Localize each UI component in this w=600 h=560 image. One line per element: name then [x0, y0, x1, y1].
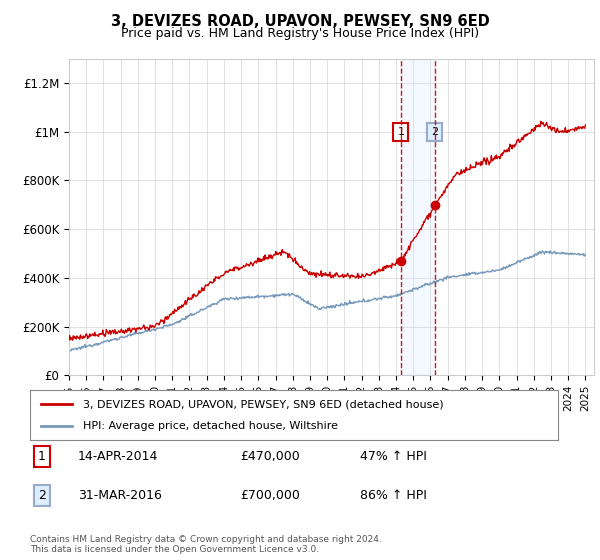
Text: 3, DEVIZES ROAD, UPAVON, PEWSEY, SN9 6ED (detached house): 3, DEVIZES ROAD, UPAVON, PEWSEY, SN9 6ED…	[83, 399, 443, 409]
Text: £470,000: £470,000	[240, 450, 300, 463]
Text: 1: 1	[38, 450, 46, 463]
Bar	[401, 59, 435, 375]
Text: £700,000: £700,000	[240, 489, 300, 502]
Text: 3, DEVIZES ROAD, UPAVON, PEWSEY, SN9 6ED: 3, DEVIZES ROAD, UPAVON, PEWSEY, SN9 6ED	[110, 14, 490, 29]
Text: 47% ↑ HPI: 47% ↑ HPI	[360, 450, 427, 463]
Text: 86% ↑ HPI: 86% ↑ HPI	[360, 489, 427, 502]
Text: Contains HM Land Registry data © Crown copyright and database right 2024.
This d: Contains HM Land Registry data © Crown c…	[30, 535, 382, 554]
Text: 31-MAR-2016: 31-MAR-2016	[78, 489, 162, 502]
Text: HPI: Average price, detached house, Wiltshire: HPI: Average price, detached house, Wilt…	[83, 421, 338, 431]
Text: 2: 2	[38, 489, 46, 502]
Text: 2: 2	[431, 127, 439, 137]
Text: 1: 1	[397, 127, 404, 137]
Text: Price paid vs. HM Land Registry's House Price Index (HPI): Price paid vs. HM Land Registry's House …	[121, 27, 479, 40]
Text: 14-APR-2014: 14-APR-2014	[78, 450, 158, 463]
